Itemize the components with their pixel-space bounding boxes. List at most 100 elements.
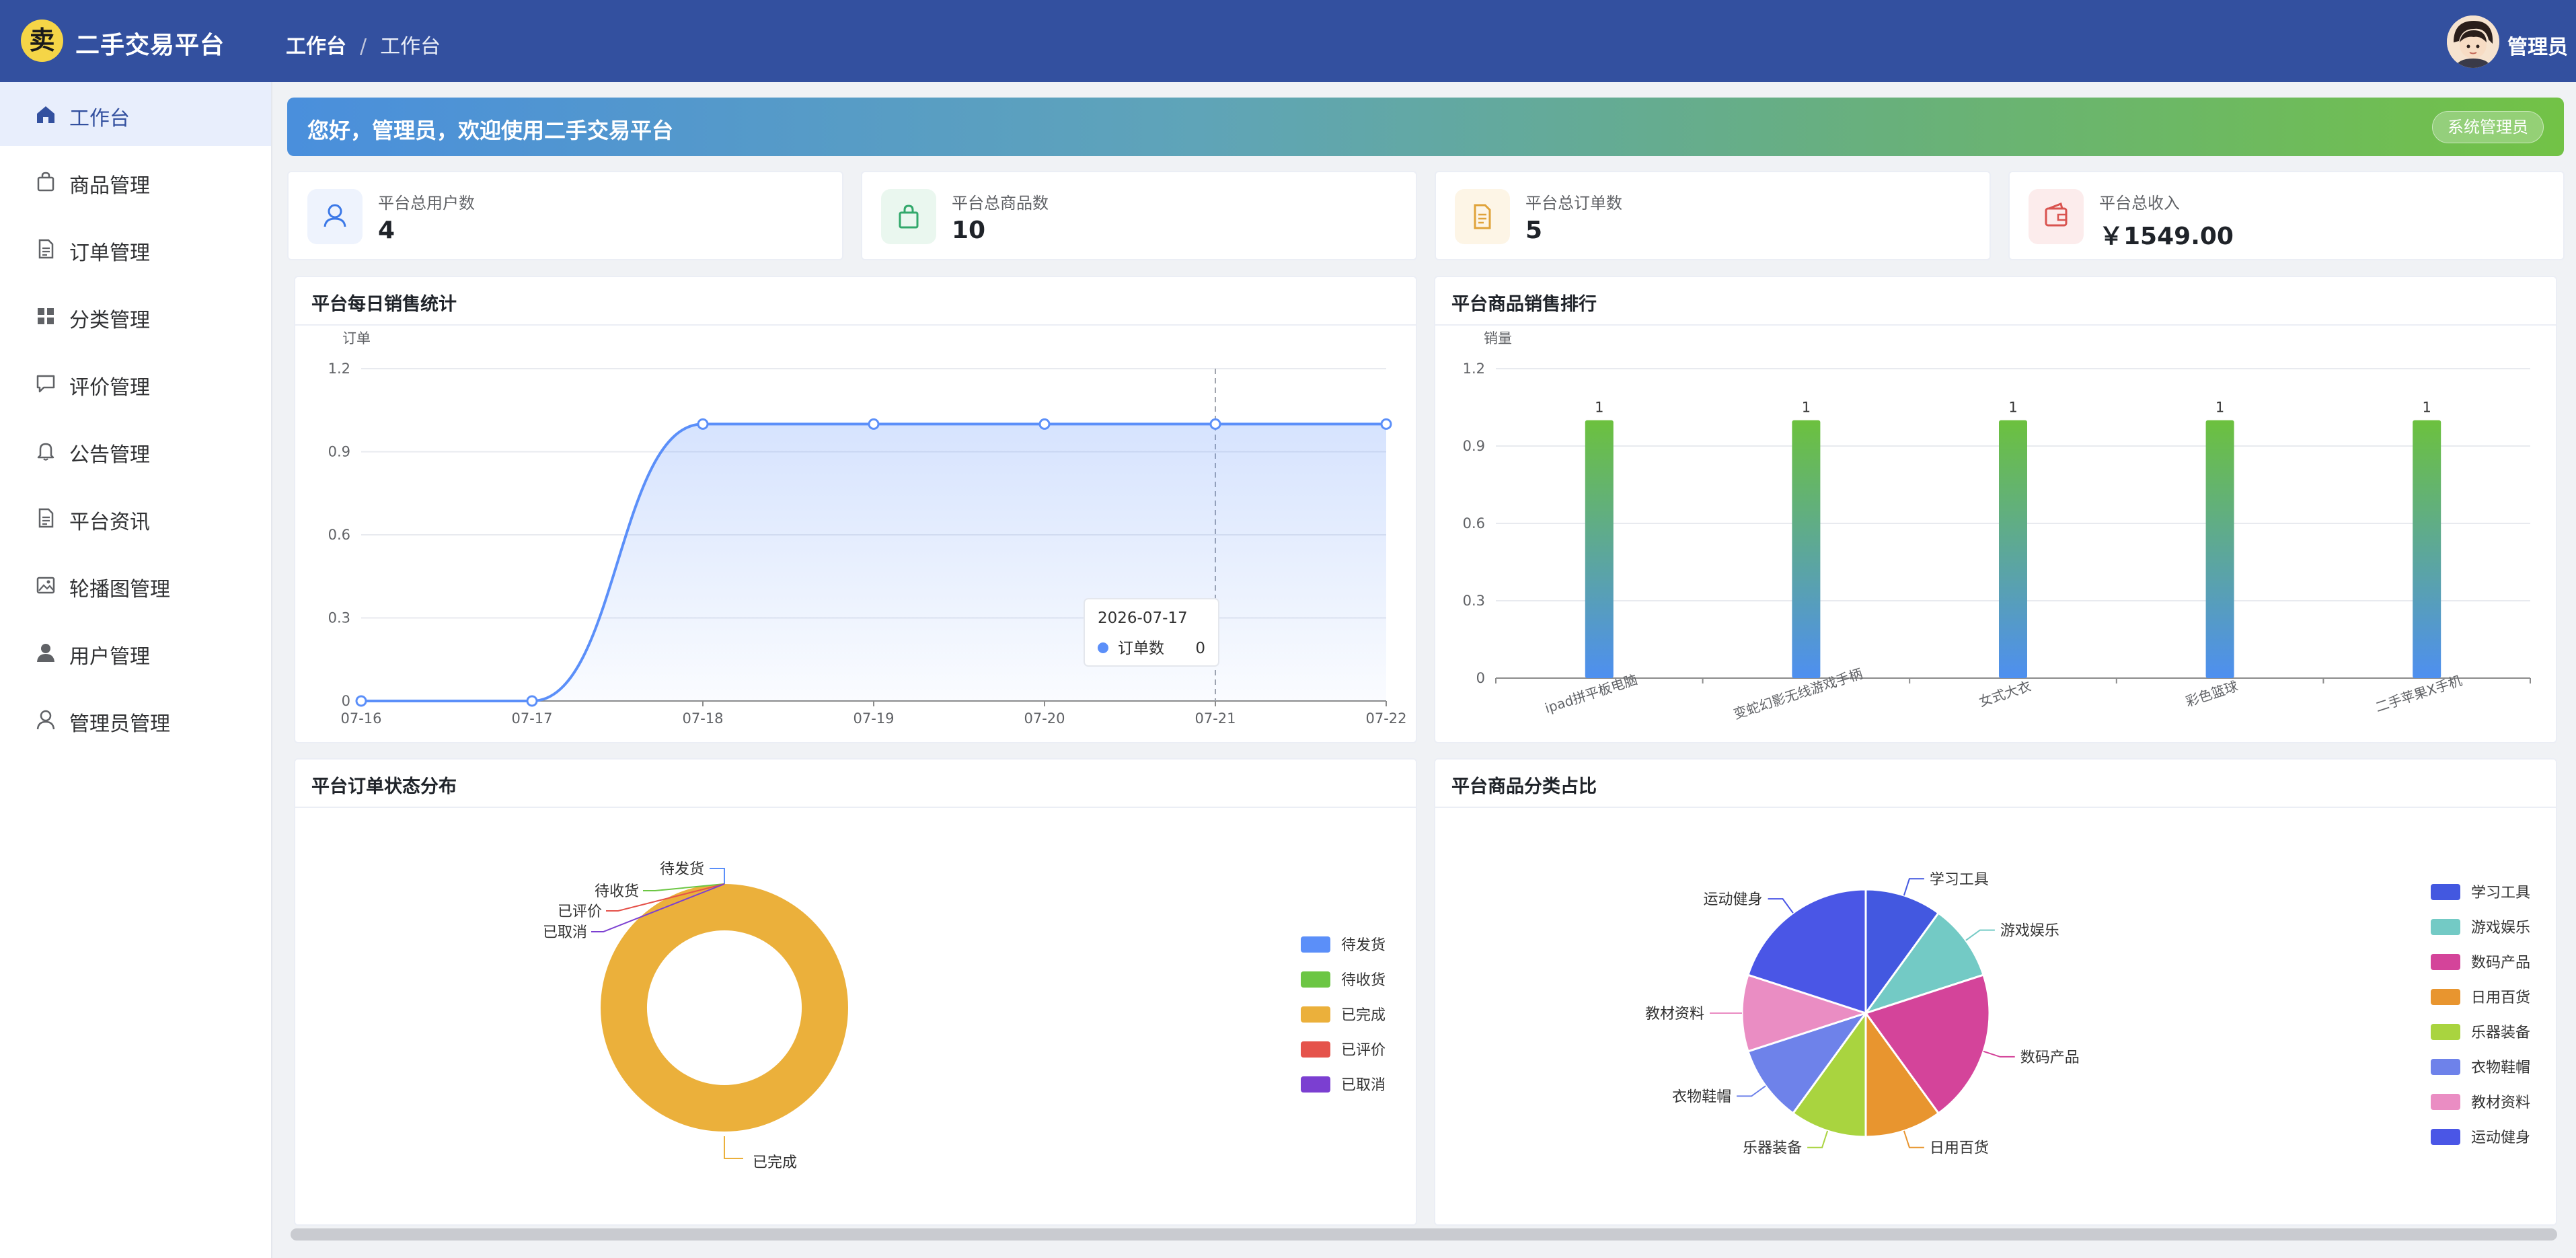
legend-label: 衣物鞋帽 — [2471, 1060, 2530, 1076]
data-point — [1038, 418, 1051, 430]
order-status-card: 平台订单状态分布 待发货 待收货 已评价 已取消 已完成 待发货 待收货 已完成 已评价 已取消 — [294, 758, 1417, 1226]
bar-data-label: 1 — [2423, 400, 2431, 416]
bar — [1585, 420, 1614, 678]
stat-card-users: 平台总用户数 4 — [287, 171, 843, 260]
pie-slice — [1864, 1010, 1940, 1138]
data-point — [526, 695, 538, 707]
sidebar-item-carousel[interactable]: 轮播图管理 — [0, 553, 271, 617]
home-icon — [37, 106, 54, 123]
data-point — [1209, 418, 1221, 430]
slice-label: 学习工具 — [1930, 871, 1989, 888]
stat-value: ￥1549.00 — [2099, 223, 2234, 250]
stat-icon-box — [307, 189, 363, 244]
y-tick-label: 0 — [342, 693, 350, 709]
data-point — [355, 695, 367, 707]
sidebar-item-workbench[interactable]: 工作台 — [0, 82, 271, 146]
tooltip-box — [1084, 598, 1219, 667]
y-tick-label: 0.9 — [1463, 438, 1485, 454]
sidebar-item-label: 订单管理 — [69, 242, 150, 265]
legend-label: 乐器装备 — [2471, 1025, 2530, 1041]
slice-label: 游戏娱乐 — [2000, 923, 2059, 940]
pie-slice — [1791, 1010, 1867, 1138]
avatar[interactable] — [2447, 15, 2499, 68]
bar — [1999, 420, 2027, 678]
x-tick-label: 07-16 — [340, 710, 381, 727]
sidebar-item-admins[interactable]: 管理员管理 — [0, 688, 271, 751]
y-axis-title: 销量 — [1484, 330, 1512, 346]
slice-label: 待发货 — [660, 861, 704, 878]
legend-label: 游戏娱乐 — [2471, 920, 2530, 936]
stat-value: 10 — [952, 217, 986, 244]
document-icon — [38, 508, 54, 528]
bar — [2413, 420, 2441, 678]
pie-slice — [1747, 888, 1867, 1015]
sidebar-item-news[interactable]: 平台资讯 — [0, 486, 271, 550]
chat-bubble-icon — [36, 375, 55, 393]
sidebar-item-categories[interactable]: 分类管理 — [0, 284, 271, 348]
label-leader-line — [643, 883, 725, 891]
slice-label: 衣物鞋帽 — [1672, 1088, 1731, 1105]
legend-swatch — [1301, 971, 1330, 988]
y-axis-title: 订单 — [342, 330, 371, 346]
stat-value: 5 — [1525, 217, 1543, 244]
legend-swatch — [2431, 1059, 2460, 1075]
data-point — [868, 418, 880, 430]
legend-label: 学习工具 — [2471, 885, 2530, 901]
chart-tooltip: 2026-07-17 订单数 0 — [1084, 598, 1219, 667]
sidebar-item-orders[interactable]: 订单管理 — [0, 217, 271, 281]
pie-slice — [1864, 973, 1991, 1115]
sidebar-item-notices[interactable]: 公告管理 — [0, 418, 271, 482]
slice-label: 日用百货 — [1930, 1140, 1989, 1157]
legend-swatch — [2431, 1129, 2460, 1145]
legend-label: 教材资料 — [2471, 1095, 2530, 1111]
legend-label: 已取消 — [1341, 1077, 1386, 1094]
y-tick-label: 0.3 — [1463, 593, 1485, 609]
breadcrumb: 工作台 / 工作台 — [286, 30, 441, 59]
y-tick-label: 0.6 — [328, 527, 350, 543]
stat-card-income: 平台总收入 ￥1549.00 — [2008, 171, 2565, 260]
breadcrumb-current: 工作台 — [380, 35, 441, 59]
sidebar-item-label: 评价管理 — [69, 376, 150, 400]
card-divider — [295, 807, 1416, 808]
stat-icon-box — [1455, 189, 1510, 244]
legend-swatch — [2431, 884, 2460, 900]
sidebar-item-label: 平台资讯 — [69, 511, 150, 534]
product-rank-bar-chart[interactable]: 销量00.30.60.91.21ipad拼平板电脑1变蛇幻影无线游戏手柄1女式大… — [1435, 277, 2559, 745]
stat-card-products: 平台总商品数 10 — [861, 171, 1417, 260]
card-title: 平台商品分类占比 — [1451, 776, 1597, 797]
legend-swatch — [2431, 1094, 2460, 1110]
x-tick-label: 女式大衣 — [1977, 678, 2033, 710]
document-icon — [38, 239, 54, 259]
product-rank-card: 平台商品销售排行 销量 0 0.3 0.6 0.9 1.2 1 ipad拼平板电脑 1 变蛇幻影无… — [1434, 276, 2557, 743]
donut-slice — [601, 884, 848, 1132]
user-name[interactable]: 管理员 — [2507, 36, 2568, 59]
breadcrumb-item[interactable]: 工作台 — [286, 35, 346, 59]
stat-value: 4 — [378, 217, 395, 244]
daily-sales-line-chart[interactable]: 订单 0 0.3 0.6 0.9 1.2 07-16 07-17 07-18 07-19 07-20… — [295, 277, 1418, 745]
sidebar-item-products[interactable]: 商品管理 — [0, 149, 271, 213]
legend-swatch — [1301, 936, 1330, 953]
sidebar-item-reviews[interactable]: 评价管理 — [0, 351, 271, 415]
series-area — [361, 424, 1386, 701]
document-icon — [1474, 204, 1491, 229]
avatar-image — [2447, 15, 2499, 68]
stat-label: 平台总用户数 — [378, 194, 475, 213]
card-divider — [1435, 324, 2556, 326]
y-tick-label: 0.3 — [328, 610, 350, 626]
legend-swatch — [1301, 1076, 1330, 1093]
sidebar-item-label: 用户管理 — [69, 645, 150, 669]
stat-label: 平台总商品数 — [952, 194, 1049, 213]
stat-card-orders: 平台总订单数 5 — [1435, 171, 1991, 260]
horizontal-scrollbar[interactable] — [291, 1228, 2557, 1241]
label-leader-line — [710, 868, 725, 884]
legend-swatch — [2431, 989, 2460, 1005]
sidebar-item-users[interactable]: 用户管理 — [0, 620, 271, 684]
y-tick-label: 1.2 — [1463, 361, 1485, 377]
card-title: 平台商品销售排行 — [1451, 294, 1597, 315]
stat-icon-box — [881, 189, 936, 244]
legend-label: 数码产品 — [2471, 955, 2530, 971]
x-tick-label: 07-19 — [853, 710, 894, 727]
slice-label: 待收货 — [595, 883, 639, 900]
